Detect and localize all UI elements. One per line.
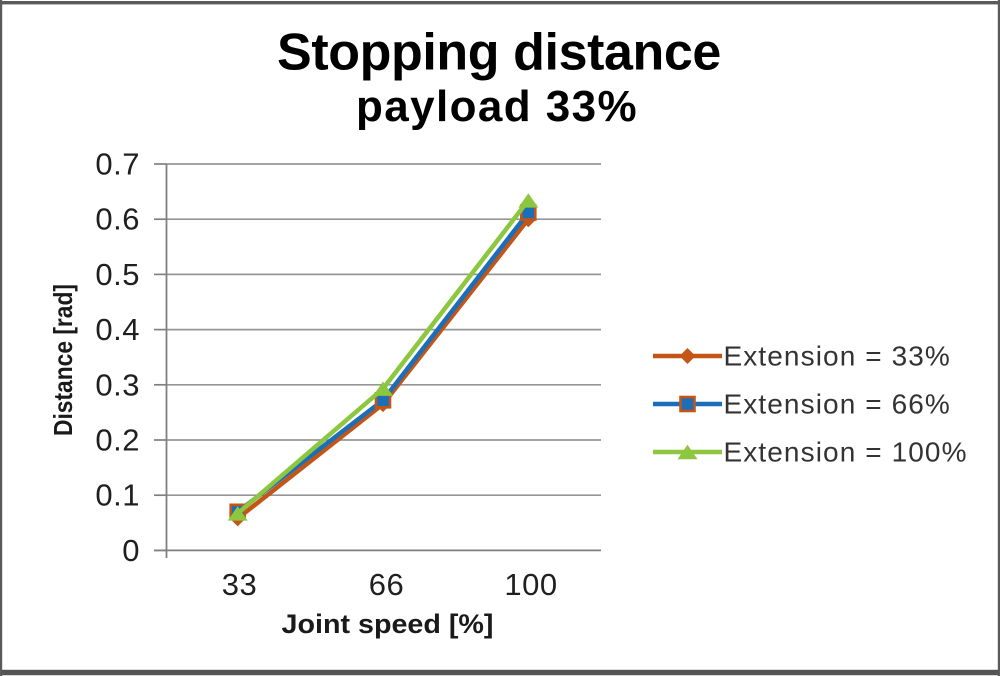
svg-text:100: 100: [504, 567, 557, 602]
svg-text:0.2: 0.2: [95, 423, 140, 458]
svg-text:0.5: 0.5: [95, 257, 140, 292]
svg-text:66: 66: [369, 567, 404, 602]
svg-text:Extension = 33%: Extension = 33%: [724, 341, 951, 372]
svg-text:payload 33%: payload 33%: [356, 82, 638, 131]
svg-text:0.3: 0.3: [95, 367, 140, 402]
svg-text:0.1: 0.1: [95, 478, 140, 513]
svg-text:33: 33: [222, 567, 257, 602]
svg-text:Distance [rad]: Distance [rad]: [48, 284, 78, 436]
svg-text:Extension = 66%: Extension = 66%: [724, 389, 951, 420]
svg-text:Extension = 100%: Extension = 100%: [724, 437, 968, 468]
svg-text:0: 0: [122, 533, 140, 568]
svg-text:Stopping distance: Stopping distance: [277, 24, 721, 82]
svg-text:0.4: 0.4: [95, 312, 140, 347]
svg-text:0.6: 0.6: [95, 202, 140, 237]
svg-text:0.7: 0.7: [95, 147, 140, 182]
svg-text:Joint speed [%]: Joint speed [%]: [282, 609, 494, 639]
